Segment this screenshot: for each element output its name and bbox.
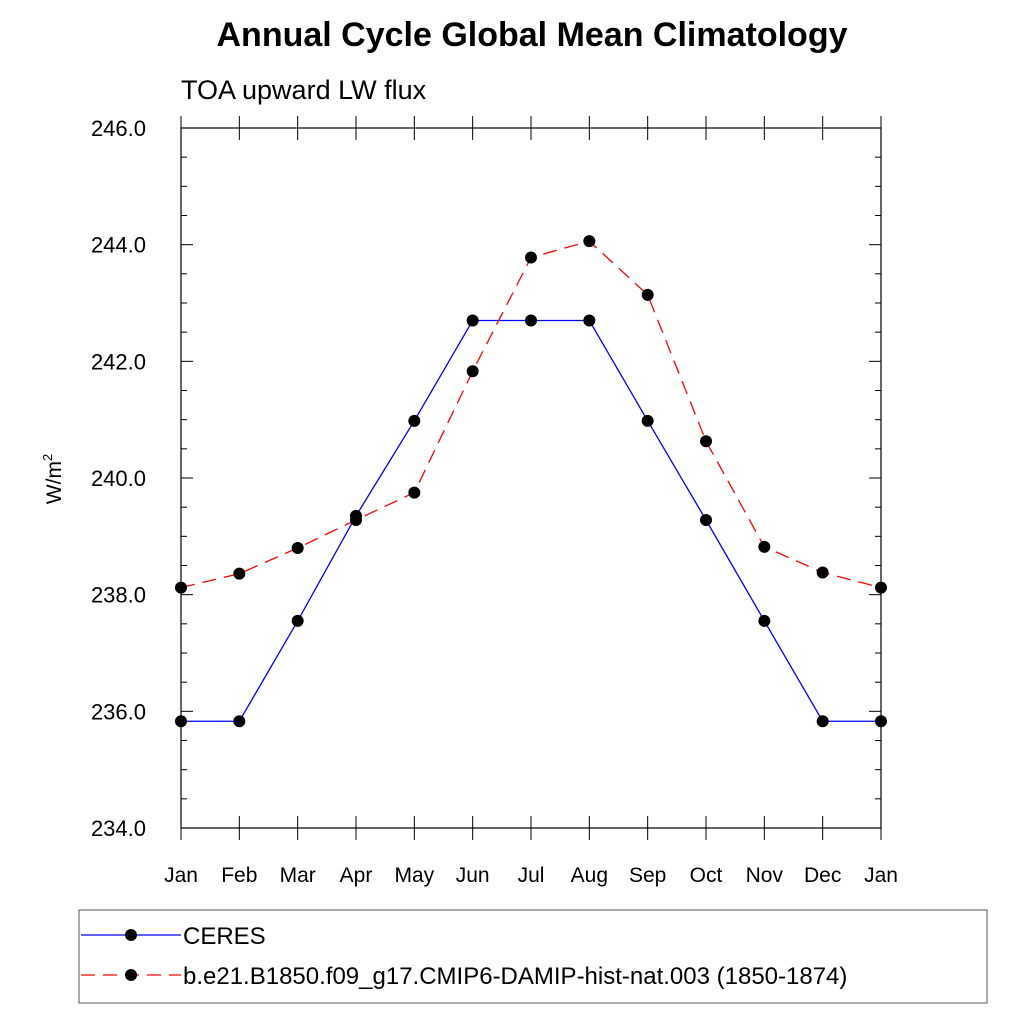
series-1-point — [758, 540, 771, 553]
y-tick-label: 234.0 — [91, 816, 146, 841]
x-tick-label: Jun — [456, 864, 490, 887]
y-axis-label: W/m2 — [40, 454, 66, 504]
series-1-point — [816, 566, 829, 579]
y-axis-label-unit: W/m — [43, 461, 66, 504]
y-tick-label: 240.0 — [91, 466, 146, 491]
x-tick-label: May — [394, 864, 434, 887]
plot-frame — [180, 127, 882, 829]
series-1-point — [233, 567, 246, 580]
x-tick-label: Feb — [221, 864, 257, 887]
series-line-1 — [180, 240, 882, 589]
series-1-point — [641, 288, 654, 301]
legend: CERES b.e21.B1850.f09_g17.CMIP6-DAMIP-hi… — [78, 909, 988, 1004]
y-tick-label: 244.0 — [91, 233, 146, 258]
y-axis-label-superscript: 2 — [40, 454, 55, 461]
series-1-point — [408, 486, 421, 499]
x-tick-label: Oct — [690, 864, 723, 887]
series-0-point — [758, 614, 771, 627]
series-1-point — [525, 251, 537, 264]
series-line-0 — [181, 319, 881, 722]
y-tick-label: 238.0 — [91, 583, 146, 608]
x-tick-label: Apr — [340, 864, 373, 887]
series-0-point — [641, 414, 654, 427]
series-0-point — [466, 314, 479, 327]
axis-ticks — [180, 116, 882, 840]
series-0-point — [583, 314, 596, 327]
series-layer — [175, 235, 887, 728]
legend-label-model: b.e21.B1850.f09_g17.CMIP6-DAMIP-hist-nat… — [183, 963, 847, 990]
y-tick-labels: 234.0 236.0 238.0 240.0 242.0 244.0 246.0 — [91, 116, 146, 841]
series-0-point — [291, 614, 304, 627]
legend-label-ceres: CERES — [183, 923, 266, 950]
y-tick-label: 236.0 — [91, 699, 146, 724]
series-1-point — [700, 435, 712, 448]
x-tick-labels: Jan Feb Mar Apr May Jun Jul Aug Sep Oct Nov Dec Jan — [164, 864, 898, 887]
x-tick-label: Mar — [280, 864, 316, 887]
series-1-point — [466, 365, 479, 378]
x-tick-label: Jul — [518, 864, 545, 887]
legend-marker-model — [125, 969, 137, 981]
x-tick-label: Jan — [864, 864, 898, 887]
series-0-point — [233, 715, 246, 728]
legend-marker-ceres — [125, 929, 137, 941]
y-tick-label: 242.0 — [91, 349, 146, 374]
chart-title: Annual Cycle Global Mean Climatology — [217, 16, 848, 54]
chart-subtitle: TOA upward LW flux — [181, 75, 427, 105]
series-0-point — [525, 314, 537, 327]
y-tick-label: 246.0 — [91, 116, 146, 141]
series-0-point — [408, 414, 421, 427]
x-tick-label: Nov — [746, 864, 784, 887]
x-tick-label: Dec — [804, 864, 841, 887]
series-1-point — [583, 235, 596, 248]
x-tick-label: Aug — [571, 864, 608, 887]
x-tick-label: Jan — [164, 864, 198, 887]
series-1-point — [350, 514, 362, 526]
legend-box — [78, 909, 988, 1004]
series-0-point — [700, 514, 712, 526]
series-1-point — [291, 542, 304, 554]
series-0-point — [816, 715, 829, 728]
x-tick-label: Sep — [629, 864, 666, 887]
